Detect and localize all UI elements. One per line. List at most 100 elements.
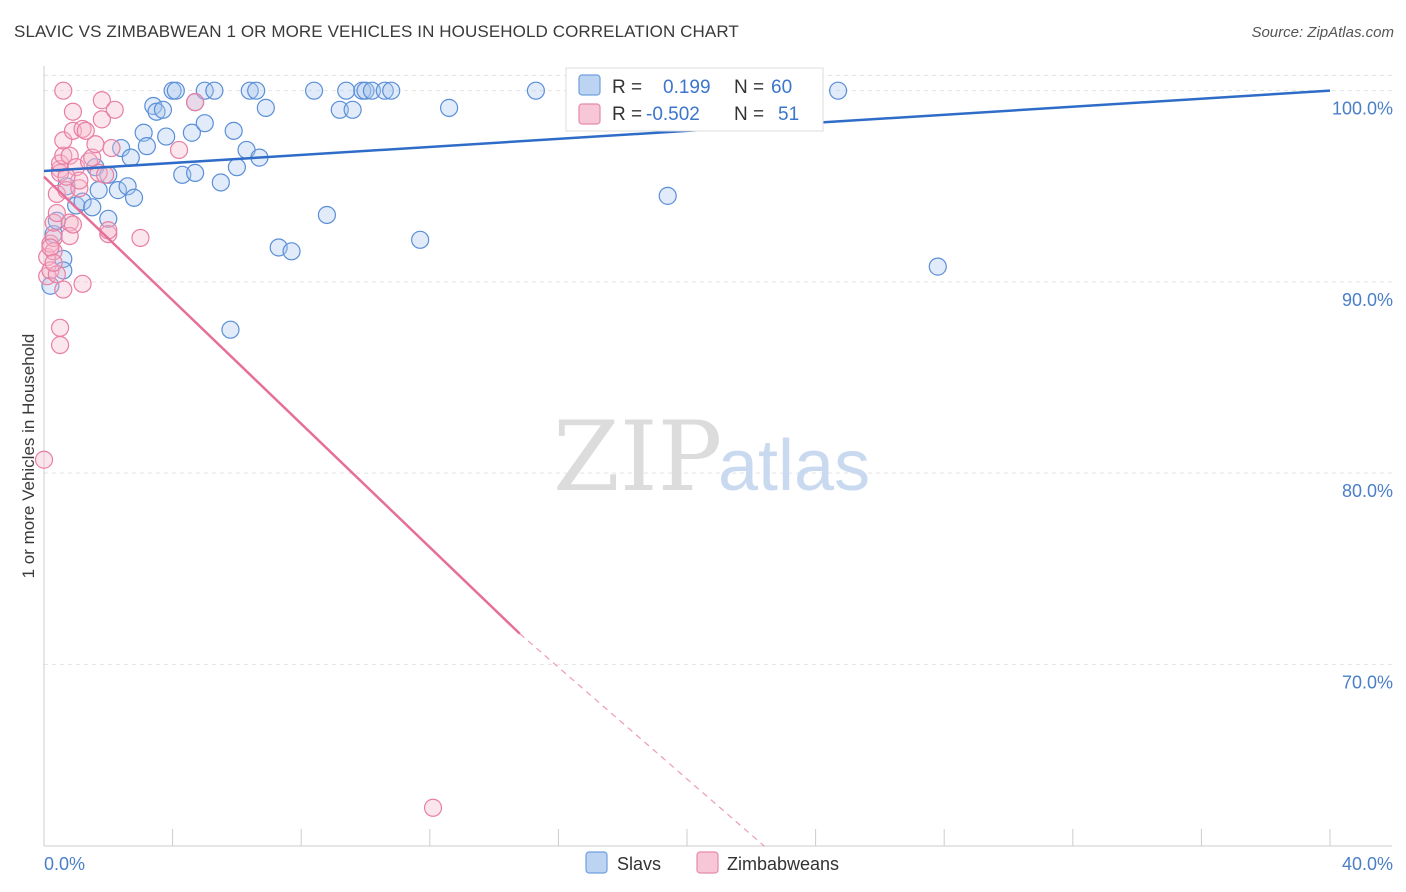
slavs-r-label: R =	[612, 77, 642, 98]
slavs-point	[83, 198, 102, 217]
slavs-point	[343, 100, 362, 119]
zimbabweans-point	[63, 102, 83, 121]
slavs-point	[356, 81, 375, 100]
x-tick-label: 40.0%	[1342, 854, 1393, 874]
y-tick-label: 80.0%	[1342, 481, 1393, 501]
zimbabweans-point	[60, 226, 79, 246]
slavs-n-label: N =	[734, 77, 764, 98]
zimbabweans-point	[47, 184, 66, 204]
chart-source: Source: ZipAtlas.com	[1251, 24, 1394, 41]
zimbabweans-point	[105, 100, 124, 119]
zimbabweans-points	[34, 81, 443, 817]
zimbabweans-point	[60, 213, 79, 232]
zimbabweans-point	[44, 213, 63, 232]
slavs-point	[147, 102, 166, 121]
zimbabweans-trend-line	[43, 175, 521, 635]
watermark-zip: ZIP	[553, 401, 722, 513]
zimbabweans-point	[73, 274, 92, 293]
zimbabweans-point	[44, 253, 63, 272]
slavs-bottom-swatch	[585, 851, 608, 874]
slavs-legend-swatch	[578, 74, 601, 96]
y-tick-label: 100.0%	[1332, 99, 1393, 119]
zimbabweans-point	[57, 167, 76, 186]
zimbabweans-point	[95, 165, 115, 184]
slavs-point	[112, 138, 131, 158]
zimbabweans-point	[50, 318, 70, 337]
slavs-point	[137, 137, 156, 156]
zimbabweans-point	[60, 146, 79, 165]
slavs-point	[439, 98, 459, 117]
slavs-point	[317, 205, 337, 225]
slavs-point	[124, 188, 144, 207]
slavs-point	[166, 81, 185, 100]
slavs-point	[247, 81, 266, 100]
y-tick-label: 70.0%	[1342, 672, 1393, 692]
y-axis-label: 1 or more Vehicles in Household	[19, 334, 38, 579]
zimbabweans-point	[73, 119, 92, 139]
zimbabweans-point	[54, 280, 73, 299]
zimbabweans-point	[70, 179, 89, 198]
stats-legend: R = 0.199 N = 60 R = -0.502 N = 51	[565, 67, 824, 132]
watermark-atlas: atlas	[718, 426, 870, 506]
zimbabweans-point	[83, 148, 102, 167]
zimbabweans-point	[92, 91, 111, 110]
x-tick-labels: 0.0% 40.0%	[44, 854, 1393, 874]
slavs-point	[118, 177, 137, 196]
slavs-point	[108, 181, 128, 200]
zimbabweans-point	[186, 93, 205, 112]
stats-legend-box	[565, 67, 824, 132]
slavs-point	[144, 96, 163, 116]
zim-n-label: N =	[734, 104, 764, 125]
zimbabweans-point	[54, 146, 73, 165]
zimbabweans-bottom-label: Zimbabweans	[727, 854, 839, 874]
slavs-point	[330, 100, 349, 119]
slavs-point	[157, 127, 176, 146]
zimbabweans-point	[44, 228, 63, 248]
slavs-point	[240, 81, 259, 100]
zimbabweans-point	[99, 224, 118, 244]
slavs-point	[282, 242, 301, 261]
slavs-point	[73, 192, 92, 211]
slavs-point	[121, 148, 140, 167]
slavs-r-value: 0.199	[663, 77, 711, 98]
zim-n-value: 51	[778, 104, 799, 125]
slavs-point	[411, 230, 430, 249]
zimbabweans-point	[423, 798, 443, 817]
zimbabweans-bottom-swatch	[696, 851, 719, 874]
zim-r-value: -0.502	[646, 104, 700, 125]
zimbabweans-point	[102, 138, 121, 158]
slavs-point	[304, 81, 324, 100]
y-tick-labels: 70.0% 80.0% 90.0% 100.0%	[1332, 99, 1393, 693]
zimbabweans-legend-swatch	[578, 103, 601, 125]
slavs-point	[526, 81, 545, 100]
x-tick-label: 0.0%	[44, 854, 85, 874]
slavs-point	[186, 163, 205, 183]
zim-r-label: R =	[612, 104, 642, 125]
slavs-point	[134, 123, 153, 142]
zimbabweans-point	[76, 121, 95, 140]
zimbabweans-point	[99, 221, 118, 240]
slavs-point	[89, 181, 108, 200]
slavs-n-value: 60	[771, 77, 792, 98]
zimbabweans-point	[92, 110, 111, 129]
slavs-point	[928, 257, 947, 276]
slavs-point	[256, 98, 275, 117]
slavs-point	[221, 320, 240, 339]
slavs-point	[195, 114, 214, 133]
zimbabweans-point	[34, 450, 54, 469]
slavs-point	[224, 121, 243, 140]
slavs-point	[211, 173, 230, 192]
slavs-bottom-label: Slavs	[617, 854, 661, 874]
zimbabweans-point	[169, 140, 189, 160]
slavs-point	[829, 81, 848, 100]
slavs-point	[153, 100, 173, 119]
slavs-point	[382, 81, 401, 100]
slavs-point	[658, 186, 677, 205]
chart-title: SLAVIC VS ZIMBABWEAN 1 OR MORE VEHICLES …	[14, 22, 739, 41]
zimbabweans-point	[47, 265, 66, 284]
axes	[43, 66, 1392, 847]
zimbabweans-point	[47, 203, 66, 223]
slavs-point	[205, 81, 224, 100]
bottom-legend: Slavs Zimbabweans	[585, 851, 839, 874]
